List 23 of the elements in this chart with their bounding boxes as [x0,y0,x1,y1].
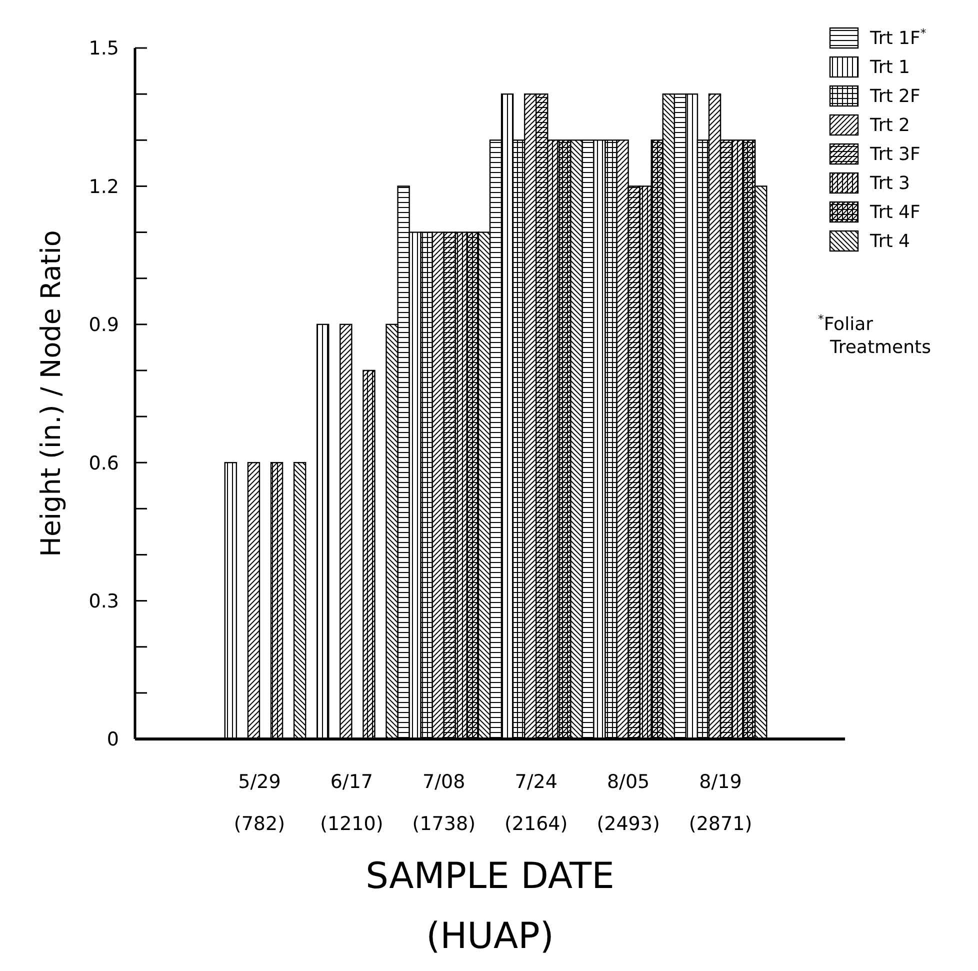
x-tick-label: 7/24 (2164) [504,771,568,835]
legend-label: Trt 4F [869,202,920,223]
y-tick-label: 0.3 [88,590,119,612]
annotation: $^{*}$Foliar Treatments [818,312,931,358]
y-tick-label: 0 [106,728,119,751]
legend-label: Trt 1F$^{*}$ [869,26,926,49]
y-tick-label: 0.9 [88,314,119,336]
legend-label: Trt 1 [869,57,910,78]
x-axis-title: SAMPLE DATE (HUAP) [366,856,614,957]
x-tick-label: 8/19 (2871) [688,771,752,835]
x-tick-label: 8/05 (2493) [596,771,660,835]
y-tick-label: 1.2 [88,176,119,198]
legend-label: Trt 2F [869,86,920,107]
legend-label: Trt 3 [869,173,910,194]
y-tick-label: 1.5 [88,38,119,60]
y-tick-label: 0.6 [88,452,119,474]
legend-label: Trt 3F [869,144,920,165]
legend-label: Trt 4 [869,231,910,252]
legend-label: Trt 2 [869,115,910,136]
x-tick-label: 5/29 (782) [234,771,286,835]
x-tick-label: 7/08 (1738) [412,771,476,835]
y-axis-title: Height (in.) / Node Ratio [36,230,67,557]
x-tick-label: 6/17 (1210) [320,771,384,835]
